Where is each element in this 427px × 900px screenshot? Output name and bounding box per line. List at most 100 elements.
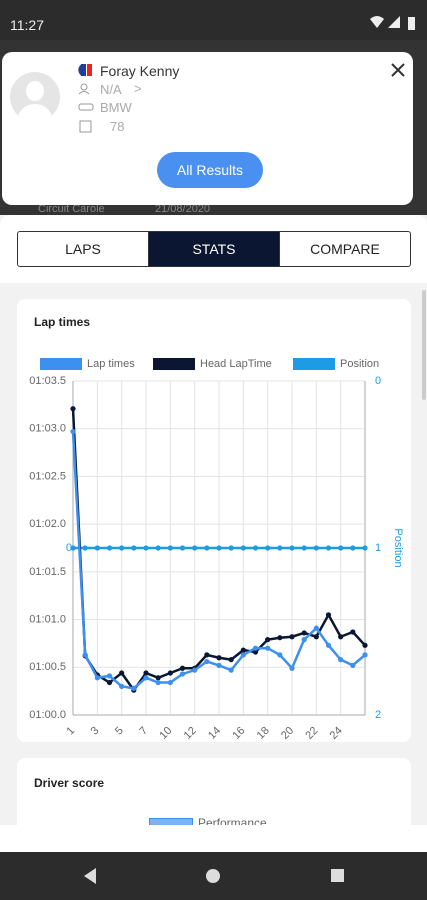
point: [70, 428, 76, 435]
y-tick-label: 01:00.0: [29, 709, 66, 721]
card-title: Driver score: [34, 776, 105, 790]
x-tick-label: 10: [157, 725, 174, 742]
point: [277, 635, 283, 641]
driver-card: Foray Kenny N/A > BMW 78 All Results: [2, 52, 413, 205]
close-button[interactable]: [391, 63, 405, 77]
avatar: [10, 72, 60, 122]
point: [277, 652, 283, 658]
point: [301, 637, 307, 643]
number: 78: [110, 119, 125, 134]
point: [131, 685, 137, 691]
point: [94, 545, 100, 551]
point: [192, 667, 198, 673]
point: [70, 406, 76, 412]
x-tick-label: 24: [328, 725, 345, 742]
legend-label: Head LapTime: [200, 358, 272, 370]
x-tick-label: 20: [279, 725, 296, 742]
point: [155, 679, 161, 686]
status-bar: 11:27: [0, 0, 427, 40]
tab[interactable]: LAPS: [65, 241, 101, 257]
point: [265, 545, 271, 551]
point: [167, 545, 173, 551]
scrollbar: [422, 290, 426, 400]
legend-swatch: [153, 358, 195, 370]
tab-area: LAPS STATS COMPARE: [0, 215, 427, 283]
point: [265, 645, 271, 651]
point: [106, 679, 113, 686]
point: [167, 679, 173, 686]
point: [313, 625, 319, 631]
point: [301, 545, 307, 551]
tab[interactable]: COMPARE: [279, 232, 410, 266]
point: [338, 657, 344, 663]
y2-tick-label: 1: [375, 542, 381, 554]
point: [350, 545, 356, 551]
point: [94, 675, 100, 681]
point: [265, 637, 271, 643]
x-tick-label: 22: [303, 725, 320, 742]
back[interactable]: [84, 868, 96, 884]
point: [350, 662, 356, 668]
y-tick-label: 01:01.5: [29, 566, 66, 578]
point: [179, 545, 186, 551]
x-tick-label: 1: [64, 725, 77, 738]
spacer: [0, 825, 427, 852]
x-tick-label: 14: [206, 725, 223, 742]
point: [362, 652, 368, 658]
point: [82, 652, 88, 658]
home[interactable]: [206, 869, 220, 883]
point: [325, 642, 332, 648]
point: [119, 545, 125, 551]
x-tick-label: 7: [137, 725, 150, 738]
tab[interactable]: STATS: [148, 232, 279, 266]
point: [167, 670, 173, 676]
point: [338, 545, 344, 551]
y-tick-label: 01:00.5: [29, 661, 66, 673]
point: [228, 657, 234, 663]
point: [252, 649, 259, 655]
point: [289, 665, 295, 671]
point: [228, 667, 234, 673]
x-tick-label: 5: [113, 725, 126, 738]
all-results-button[interactable]: All Results: [157, 152, 263, 188]
point: [228, 545, 234, 551]
legend-swatch: [293, 358, 335, 370]
team: N/A: [100, 82, 122, 97]
recents[interactable]: [331, 869, 344, 882]
point: [119, 683, 125, 689]
point: [216, 655, 222, 661]
annotation: 0: [66, 542, 72, 554]
point: [325, 545, 332, 551]
point: [313, 634, 319, 640]
nav-bar: [0, 852, 427, 900]
point: [155, 675, 161, 681]
point: [155, 545, 161, 551]
point: [313, 545, 319, 551]
point: [252, 545, 259, 551]
point: [143, 545, 149, 551]
date: 21/08/2020: [155, 203, 211, 215]
x-tick-label: 16: [230, 725, 247, 742]
icons: [78, 63, 94, 133]
y2-axis-label: Position: [392, 528, 404, 567]
y-tick-label: 01:03.5: [29, 375, 66, 387]
chevron[interactable]: >: [134, 81, 142, 96]
point: [252, 645, 259, 651]
chart-title: Lap times: [34, 315, 90, 329]
point: [70, 545, 76, 551]
y2-tick-label: 2: [375, 709, 381, 721]
point: [338, 634, 344, 640]
y2-tick-label: 0: [375, 375, 381, 387]
point: [204, 652, 210, 658]
point: [240, 545, 246, 551]
circuit: Circuit Carole: [38, 203, 105, 215]
point: [277, 545, 283, 551]
driver-name: Foray Kenny: [100, 63, 180, 79]
point: [143, 670, 149, 676]
y-tick-label: 01:02.0: [29, 518, 66, 530]
x-tick-label: 18: [255, 725, 272, 742]
point: [204, 545, 210, 551]
point: [179, 665, 186, 671]
